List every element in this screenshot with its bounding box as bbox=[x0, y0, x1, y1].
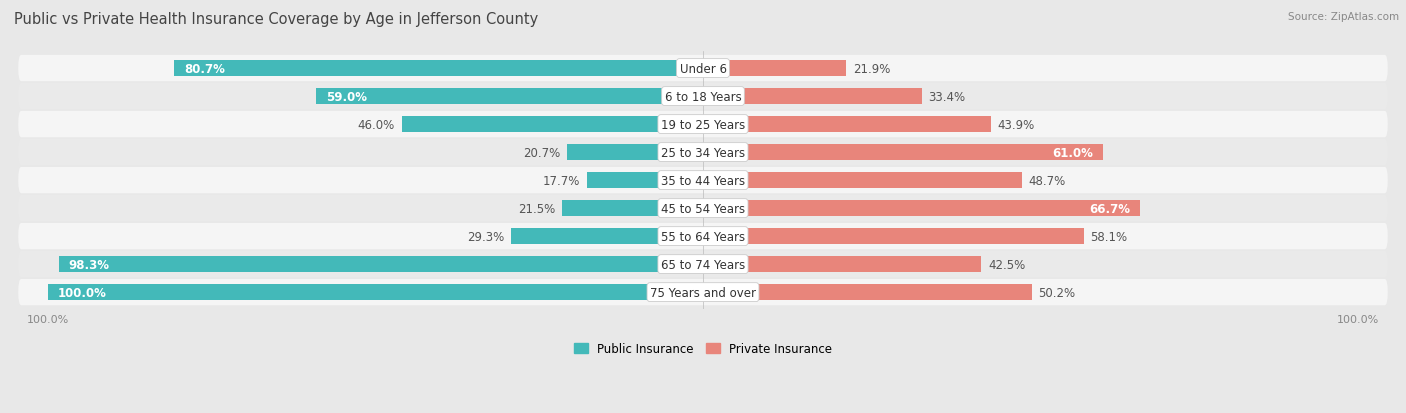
Bar bbox=[316, 89, 703, 105]
Text: 58.1%: 58.1% bbox=[1090, 230, 1128, 243]
Text: 61.0%: 61.0% bbox=[1052, 146, 1092, 159]
Bar bbox=[703, 228, 1084, 244]
Bar bbox=[703, 200, 1140, 217]
Text: 48.7%: 48.7% bbox=[1029, 174, 1066, 187]
Bar bbox=[402, 117, 703, 133]
FancyBboxPatch shape bbox=[18, 140, 1388, 166]
Text: 33.4%: 33.4% bbox=[928, 90, 966, 103]
Text: Source: ZipAtlas.com: Source: ZipAtlas.com bbox=[1288, 12, 1399, 22]
Text: Public vs Private Health Insurance Coverage by Age in Jefferson County: Public vs Private Health Insurance Cover… bbox=[14, 12, 538, 27]
Text: 6 to 18 Years: 6 to 18 Years bbox=[665, 90, 741, 103]
Legend: Public Insurance, Private Insurance: Public Insurance, Private Insurance bbox=[569, 337, 837, 360]
Text: 45 to 54 Years: 45 to 54 Years bbox=[661, 202, 745, 215]
Text: 100.0%: 100.0% bbox=[58, 286, 107, 299]
Bar bbox=[703, 61, 846, 77]
Bar bbox=[703, 145, 1102, 161]
Text: Under 6: Under 6 bbox=[679, 62, 727, 76]
Text: 59.0%: 59.0% bbox=[326, 90, 367, 103]
Text: 17.7%: 17.7% bbox=[543, 174, 581, 187]
FancyBboxPatch shape bbox=[18, 168, 1388, 194]
Bar bbox=[703, 284, 1032, 301]
FancyBboxPatch shape bbox=[18, 112, 1388, 138]
Text: 55 to 64 Years: 55 to 64 Years bbox=[661, 230, 745, 243]
Bar bbox=[59, 256, 703, 273]
FancyBboxPatch shape bbox=[18, 195, 1388, 222]
FancyBboxPatch shape bbox=[18, 84, 1388, 110]
Text: 42.5%: 42.5% bbox=[988, 258, 1025, 271]
Text: 21.9%: 21.9% bbox=[853, 62, 890, 76]
FancyBboxPatch shape bbox=[18, 252, 1388, 278]
Text: 35 to 44 Years: 35 to 44 Years bbox=[661, 174, 745, 187]
Text: 19 to 25 Years: 19 to 25 Years bbox=[661, 118, 745, 131]
Text: 75 Years and over: 75 Years and over bbox=[650, 286, 756, 299]
Bar bbox=[703, 256, 981, 273]
Text: 20.7%: 20.7% bbox=[523, 146, 561, 159]
Text: 50.2%: 50.2% bbox=[1039, 286, 1076, 299]
Bar bbox=[588, 173, 703, 189]
Bar bbox=[703, 117, 991, 133]
FancyBboxPatch shape bbox=[18, 279, 1388, 306]
Text: 29.3%: 29.3% bbox=[467, 230, 505, 243]
Bar bbox=[703, 89, 922, 105]
Text: 25 to 34 Years: 25 to 34 Years bbox=[661, 146, 745, 159]
Bar bbox=[48, 284, 703, 301]
FancyBboxPatch shape bbox=[18, 223, 1388, 250]
Text: 80.7%: 80.7% bbox=[184, 62, 225, 76]
Text: 98.3%: 98.3% bbox=[69, 258, 110, 271]
Text: 46.0%: 46.0% bbox=[357, 118, 395, 131]
Bar bbox=[510, 228, 703, 244]
Text: 21.5%: 21.5% bbox=[519, 202, 555, 215]
Text: 43.9%: 43.9% bbox=[997, 118, 1035, 131]
FancyBboxPatch shape bbox=[18, 56, 1388, 82]
Bar bbox=[703, 173, 1022, 189]
Text: 65 to 74 Years: 65 to 74 Years bbox=[661, 258, 745, 271]
Bar bbox=[174, 61, 703, 77]
Bar bbox=[568, 145, 703, 161]
Text: 66.7%: 66.7% bbox=[1090, 202, 1130, 215]
Bar bbox=[562, 200, 703, 217]
